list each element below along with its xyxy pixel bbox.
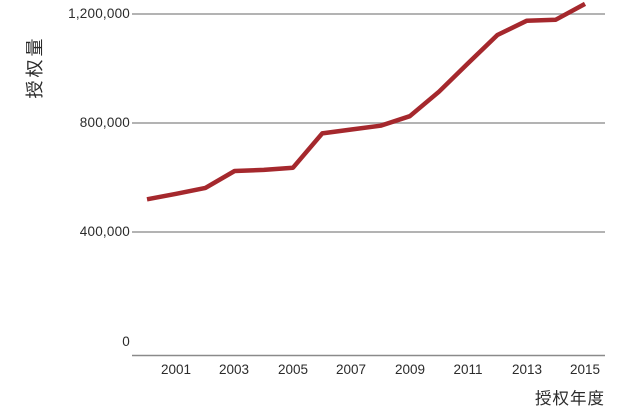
y-tick-label-1200000: 1,200,000 (68, 6, 130, 21)
x-tick-label-2009: 2009 (394, 362, 426, 377)
y-tick-label-0: 0 (122, 334, 130, 349)
x-tick-label-2015: 2015 (569, 362, 601, 377)
x-tick-label-2001: 2001 (160, 362, 192, 377)
x-tick-label-2013: 2013 (511, 362, 543, 377)
x-tick-label-2005: 2005 (277, 362, 309, 377)
series-line (146, 1, 587, 202)
x-tick-label-2011: 2011 (453, 362, 483, 377)
x-tick-label-2003: 2003 (218, 362, 250, 377)
x-tick-label-2007: 2007 (335, 362, 367, 377)
x-axis-title: 授权年度 (535, 390, 605, 407)
y-tick-label-800000: 800,000 (79, 115, 130, 130)
y-tick-label-400000: 400,000 (79, 224, 130, 239)
